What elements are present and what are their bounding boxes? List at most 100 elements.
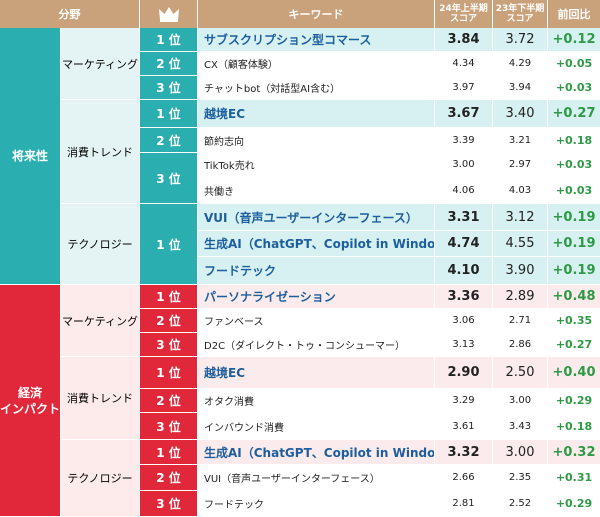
score-h2-cell: 3.12 (493, 204, 547, 230)
change-cell: +0.03 (548, 177, 600, 203)
category-label-2: インパクト (0, 401, 60, 416)
rank-cell: 2 位 (140, 389, 197, 412)
keyword-cell: 生成AI（ChatGPT、Copilot in Windowsなど） (198, 231, 434, 256)
score-h2-cell: 3.90 (493, 257, 547, 284)
score-h2-cell: 3.43 (493, 413, 547, 439)
score-h1-cell: 2.81 (435, 491, 492, 516)
category-cell: 将来性 (0, 28, 60, 284)
score-h2-cell: 3.72 (493, 28, 547, 51)
score-h1-cell: 3.61 (435, 413, 492, 439)
keyword-cell: パーソナライゼーション (198, 285, 434, 308)
header-h1-line1: 24年上半期 (439, 4, 488, 14)
subcategory-cell: マーケティング (61, 28, 139, 99)
rank-cell: 3 位 (140, 153, 197, 203)
rank-cell: 2 位 (140, 309, 197, 332)
rank-cell: 1 位 (140, 285, 197, 308)
header-rank (140, 0, 197, 28)
change-cell: +0.35 (548, 309, 600, 332)
rank-cell: 1 位 (140, 440, 197, 464)
rank-cell: 1 位 (140, 204, 197, 284)
score-h1-cell: 4.34 (435, 52, 492, 75)
score-h1-cell: 3.39 (435, 128, 492, 152)
category-label: 将来性 (11, 149, 48, 163)
score-h1-cell: 3.36 (435, 285, 492, 308)
keyword-cell: 生成AI（ChatGPT、Copilot in Windowsなど） (198, 440, 434, 464)
subcategory-cell: マーケティング (61, 285, 139, 356)
score-h1-cell: 4.74 (435, 231, 492, 256)
score-h2-cell: 3.40 (493, 100, 547, 127)
score-h2-cell: 3.94 (493, 76, 547, 99)
score-h1-cell: 3.84 (435, 28, 492, 51)
keyword-cell: TikTok売れ (198, 153, 434, 176)
subcategory-cell: 消費トレンド (61, 357, 139, 439)
rank-cell: 3 位 (140, 76, 197, 99)
keyword-cell: VUI（音声ユーザーインターフェース） (198, 465, 434, 490)
change-cell: +0.19 (548, 231, 600, 256)
change-cell: +0.19 (548, 257, 600, 284)
score-h2-cell: 2.97 (493, 153, 547, 176)
keyword-cell: ファンベース (198, 309, 434, 332)
header-change: 前回比 (548, 0, 600, 28)
score-h1-cell: 3.06 (435, 309, 492, 332)
rank-cell: 3 位 (140, 491, 197, 516)
keyword-cell: インバウンド消費 (198, 413, 434, 439)
change-cell: +0.27 (548, 333, 600, 356)
change-cell: +0.29 (548, 389, 600, 412)
change-cell: +0.12 (548, 28, 600, 51)
change-cell: +0.03 (548, 153, 600, 176)
score-h1-cell: 3.00 (435, 153, 492, 176)
score-h2-cell: 3.00 (493, 440, 547, 464)
keyword-cell: 共働き (198, 177, 434, 203)
score-h2-cell: 2.89 (493, 285, 547, 308)
rank-cell: 1 位 (140, 100, 197, 127)
score-h2-cell: 4.29 (493, 52, 547, 75)
header-h1-score: 24年上半期 スコア (435, 0, 492, 28)
score-h1-cell: 3.32 (435, 440, 492, 464)
rank-cell: 1 位 (140, 357, 197, 388)
change-cell: +0.27 (548, 100, 600, 127)
score-h1-cell: 3.29 (435, 389, 492, 412)
rank-cell: 3 位 (140, 413, 197, 439)
keyword-cell: チャットbot（対話型AI含む） (198, 76, 434, 99)
keyword-cell: フードテック (198, 257, 434, 284)
subcategory-cell: 消費トレンド (61, 100, 139, 203)
score-h1-cell: 3.31 (435, 204, 492, 230)
score-h1-cell: 3.67 (435, 100, 492, 127)
change-cell: +0.48 (548, 285, 600, 308)
score-h2-cell: 3.00 (493, 389, 547, 412)
header-h2-line2: スコア (506, 14, 534, 24)
change-cell: +0.40 (548, 357, 600, 388)
header-category: 分野 (0, 0, 139, 28)
score-h1-cell: 2.66 (435, 465, 492, 490)
subcategory-cell: テクノロジー (61, 440, 139, 516)
keyword-cell: D2C（ダイレクト・トゥ・コンシューマー） (198, 333, 434, 356)
change-cell: +0.05 (548, 52, 600, 75)
score-h1-cell: 3.97 (435, 76, 492, 99)
header-keyword: キーワード (198, 0, 434, 28)
keyword-cell: 節約志向 (198, 128, 434, 152)
keyword-cell: 越境EC (198, 100, 434, 127)
score-h2-cell: 4.55 (493, 231, 547, 256)
subcategory-cell: テクノロジー (61, 204, 139, 284)
crown-icon (158, 7, 179, 22)
header-h2-line1: 23年下半期 (495, 4, 545, 14)
score-h2-cell: 2.71 (493, 309, 547, 332)
category-cell: 経済 インパクト (0, 285, 60, 516)
score-h1-cell: 2.90 (435, 357, 492, 388)
change-cell: +0.29 (548, 491, 600, 516)
rank-cell: 2 位 (140, 128, 197, 152)
score-h2-cell: 2.52 (493, 491, 547, 516)
rank-cell: 3 位 (140, 333, 197, 356)
rank-cell: 1 位 (140, 28, 197, 51)
score-h1-cell: 4.06 (435, 177, 492, 203)
score-h2-cell: 2.35 (493, 465, 547, 490)
header-h2-score: 23年下半期 スコア (493, 0, 547, 28)
category-label: 経済 (17, 385, 42, 400)
score-h2-cell: 2.50 (493, 357, 547, 388)
rank-cell: 2 位 (140, 465, 197, 490)
rank-cell: 2 位 (140, 52, 197, 75)
score-h1-cell: 3.13 (435, 333, 492, 356)
keyword-cell: CX（顧客体験） (198, 52, 434, 75)
change-cell: +0.19 (548, 204, 600, 230)
